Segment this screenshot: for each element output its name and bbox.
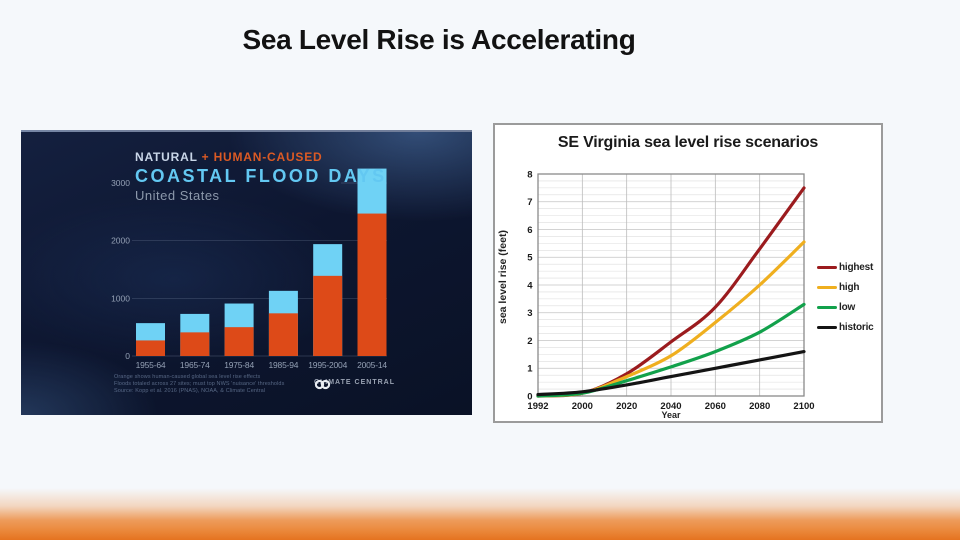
scenarios-y-axis-label: sea level rise (feet)	[497, 230, 509, 324]
coastal-chart-footnotes: Orange shows human-caused global sea lev…	[114, 374, 284, 395]
y-tick-label: 1	[527, 364, 533, 375]
human-caused-bar-segment	[268, 313, 298, 356]
coastal-chart-title: COASTAL FLOOD DAYS	[135, 166, 387, 186]
coastal-flood-days-chart: 0 1000 2000 3000 1955-64 1965-74 1975-84 1985-9…	[21, 130, 472, 415]
stacked-bars	[136, 168, 387, 356]
legend-label: highest	[839, 262, 874, 273]
y-tick-label: 8	[527, 169, 532, 180]
y-tick-label: 3	[527, 308, 532, 319]
scenarios-x-axis-label: Year	[661, 410, 681, 420]
footnote-line: Floods totaled across 27 sites; must top…	[114, 381, 285, 387]
x-tick-label: 2005-14	[357, 360, 387, 370]
plot-border	[537, 173, 805, 397]
legend-swatch	[817, 285, 837, 290]
y-tick-label: 5	[527, 253, 533, 264]
y-tick-labels: 0 1 2 3 4 5 6 7 8	[527, 169, 533, 402]
coastal-flood-days-plot: 0 1000 2000 3000 1955-64 1965-74 1975-84 1985-9…	[111, 168, 388, 370]
y-tick-label: 2000	[111, 236, 130, 246]
legend-item-historic: historic	[817, 319, 874, 336]
x-tick-label: 2100	[793, 401, 814, 412]
y-tick-label: 0	[527, 391, 532, 402]
x-tick-label: 1965-74	[180, 360, 210, 370]
y-tick-label: 3000	[111, 178, 130, 188]
x-tick-labels: 1992 2000 2020 2040 2060 2080 2100	[527, 401, 814, 412]
legend-label: high	[839, 282, 860, 293]
y-tick-label: 7	[527, 197, 532, 208]
bottom-accent-band	[0, 488, 960, 540]
climate-central-logo: CLIMATE CENTRAL	[313, 379, 395, 390]
legend-item-low: low	[817, 299, 874, 316]
x-tick-label: 2000	[572, 401, 593, 412]
legend-item-high: high	[817, 279, 874, 296]
x-tick-labels: 1955-64 1965-74 1975-84 1985-94 1995-2004 200…	[136, 360, 388, 370]
coastal-chart-subtitle: United States	[135, 188, 220, 203]
footnote-line: Orange shows human-caused global sea lev…	[114, 374, 261, 380]
footnote-line: Source: Kopp et al. 2016 (PNAS), NOAA, &…	[114, 388, 266, 394]
x-tick-label: 2080	[749, 401, 770, 412]
legend-swatch	[817, 265, 837, 270]
y-tick-label: 0	[125, 351, 130, 361]
scenarios-chart-title: SE Virginia sea level rise scenarios	[557, 134, 819, 151]
human-caused-bar-segment	[357, 213, 387, 356]
climate-central-rings-icon	[314, 379, 331, 390]
x-tick-label: 1995-2004	[308, 360, 347, 370]
scenarios-legend: highest high low historic	[817, 259, 874, 336]
kicker-human: HUMAN-CAUSED	[213, 150, 323, 164]
logo-text-climate: CLIMATE	[313, 379, 352, 386]
page-title: Sea Level Rise is Accelerating	[242, 24, 636, 55]
scenarios-plot: 0 1 2 3 4 5 6 7 8 1992 2000 2020 2040 2060 2080 2100	[527, 169, 814, 412]
x-tick-label: 1992	[527, 401, 548, 412]
x-tick-label: 2060	[705, 401, 726, 412]
legend-label: historic	[839, 322, 874, 333]
human-caused-bar-segment	[180, 332, 210, 356]
y-tick-labels: 0 1000 2000 3000	[111, 178, 130, 361]
logo-text-central: CENTRAL	[354, 379, 395, 386]
x-tick-label: 2040	[660, 401, 681, 412]
human-caused-bar-segment	[224, 327, 254, 356]
kicker-natural: NATURAL	[135, 150, 198, 164]
x-tick-label: 1975-84	[224, 360, 254, 370]
coastal-chart-kicker: NATURAL + HUMAN-CAUSED	[135, 151, 387, 163]
kicker-plus: +	[197, 150, 214, 164]
coastal-chart-header: NATURAL + HUMAN-CAUSED COASTAL FLOOD DAY…	[135, 151, 387, 202]
legend-swatch	[817, 305, 837, 310]
y-tick-label: 4	[527, 280, 533, 291]
x-tick-label: 2020	[616, 401, 637, 412]
legend-item-highest: highest	[817, 259, 874, 276]
x-tick-label: 1985-94	[269, 360, 299, 370]
scenario-lines	[536, 186, 806, 398]
y-gridlines	[132, 182, 387, 357]
human-caused-bar-segment	[136, 340, 165, 356]
x-tick-label: 1955-64	[136, 360, 166, 370]
y-tick-label: 6	[527, 225, 532, 236]
y-tick-label: 1000	[111, 293, 130, 303]
y-tick-label: 2	[527, 336, 532, 347]
sea-level-scenarios-chart: SE Virginia sea level rise scenarios 0 1 2…	[493, 123, 883, 423]
legend-swatch	[817, 325, 837, 330]
human-caused-bar-segment	[313, 275, 343, 356]
scenario-line-historic	[536, 350, 806, 397]
legend-label: low	[839, 302, 856, 313]
